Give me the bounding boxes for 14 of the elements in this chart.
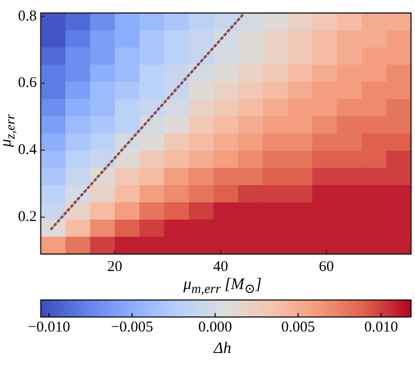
y-tick-label: 0.4 [18, 142, 38, 158]
color-bar-label: −0.010 [28, 319, 70, 336]
color-bar-label: −0.005 [110, 319, 154, 336]
x-axis-title: μ$_{m,err}$ [M$_{⊙}$] [182, 276, 263, 298]
x-tick-label: 40 [213, 258, 228, 275]
color-bar-title: Δh [212, 340, 232, 358]
color-bar-label: 0.000 [198, 319, 232, 336]
color-bar-label: 0.005 [281, 319, 315, 336]
y-tick-label: 0.6 [18, 75, 38, 92]
x-tick-label: 20 [107, 258, 122, 275]
color-bar-label: 0.010 [364, 319, 398, 336]
y-tick-label: 0.8 [18, 8, 37, 24]
x-tick-label: 60 [318, 258, 334, 275]
y-tick-label: 0.2 [18, 209, 37, 226]
